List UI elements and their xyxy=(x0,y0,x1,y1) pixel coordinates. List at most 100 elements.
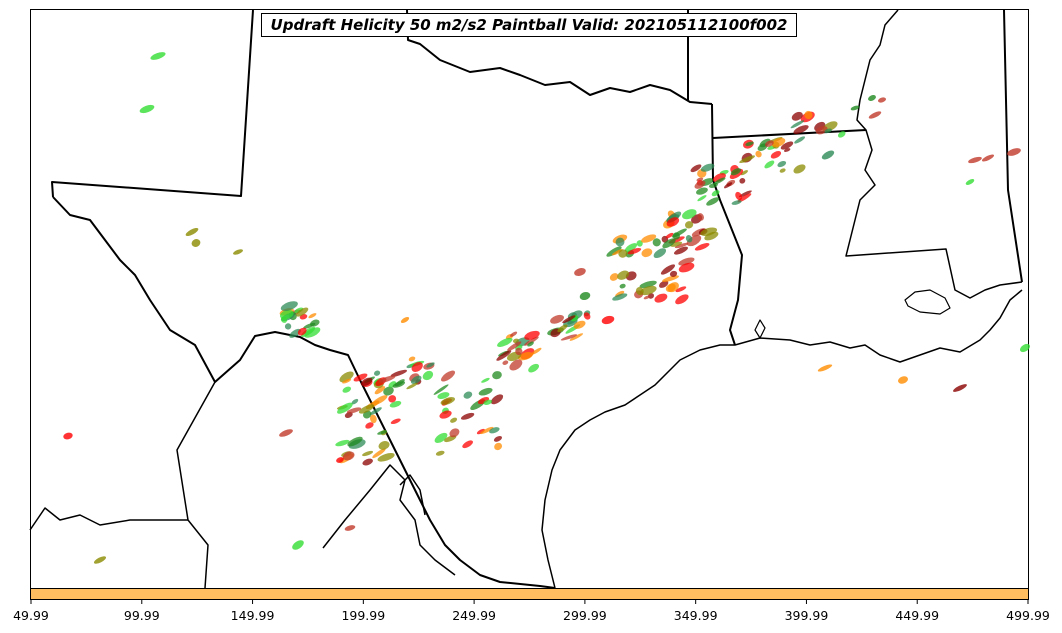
mexico-state-line-2 xyxy=(29,507,188,531)
colorbar-tick-label: 99.99 xyxy=(124,608,160,623)
paintball-blob xyxy=(518,352,533,361)
paintball-blob xyxy=(662,275,679,282)
paintball-blob xyxy=(279,309,294,320)
paintball-blob xyxy=(336,457,344,463)
paintball-blob xyxy=(374,386,386,395)
paintball-blob xyxy=(696,187,708,195)
paintball-blob xyxy=(662,238,676,249)
paintball-blob xyxy=(294,307,304,314)
paintball-blob xyxy=(460,412,475,420)
paintball-blob xyxy=(346,407,362,414)
paintball-blob xyxy=(344,411,353,419)
paintball-blob xyxy=(1007,148,1021,156)
paintball-blob xyxy=(569,333,584,341)
colorbar-tick-label: 499.99 xyxy=(1006,608,1050,623)
paintball-blob xyxy=(280,301,298,311)
paintball-blob xyxy=(440,397,455,406)
paintball-blob xyxy=(462,440,473,449)
paintball-blob xyxy=(388,395,397,403)
paintball-blob xyxy=(509,359,523,371)
paintball-blob xyxy=(606,246,622,257)
paintball-blob xyxy=(408,356,416,362)
paintball-blob xyxy=(494,442,503,451)
paintball-blob xyxy=(531,347,542,355)
colorbar-tick-label: 299.99 xyxy=(563,608,607,623)
paintball-blob xyxy=(400,316,410,324)
paintball-blob xyxy=(297,327,307,336)
paintball-blob xyxy=(515,347,523,356)
paintball-blob xyxy=(426,362,435,368)
paintball-blob xyxy=(233,249,243,255)
paintball-blob xyxy=(740,170,749,176)
paintball-blob xyxy=(310,319,320,327)
paintball-blob xyxy=(433,384,449,395)
paintball-blob xyxy=(573,320,586,329)
paintball-blob xyxy=(279,429,293,437)
paintball-blob xyxy=(562,315,576,324)
colorbar-tick-label: 199.99 xyxy=(341,608,385,623)
paintball-blob xyxy=(791,111,803,121)
paintball-blob xyxy=(342,451,355,461)
paintball-blob xyxy=(653,248,667,259)
paintball-blob xyxy=(342,378,352,384)
paintball-blob xyxy=(191,239,201,247)
paintball-blob xyxy=(793,164,806,174)
paintball-blob xyxy=(335,439,350,447)
paintball-blob xyxy=(737,193,752,203)
paintball-blob xyxy=(373,370,381,376)
paintball-blob xyxy=(365,422,374,429)
paintball-blob xyxy=(362,450,374,457)
paintball-blob xyxy=(764,160,775,169)
paintball-blob xyxy=(369,414,377,424)
paintball-blob xyxy=(817,364,833,372)
paintball-blob xyxy=(369,407,382,416)
paintball-blob xyxy=(378,441,390,450)
paintball-blob xyxy=(377,430,388,435)
paintball-blob xyxy=(612,293,628,301)
paintball-blob xyxy=(627,247,642,255)
paintball-blob xyxy=(793,125,809,134)
paintball-blob xyxy=(583,312,591,320)
paintball-blob xyxy=(660,264,676,275)
paintball-blob xyxy=(609,273,619,281)
paintball-blob xyxy=(777,160,787,168)
paintball-blob xyxy=(640,285,657,296)
paintball-blob xyxy=(665,283,676,293)
paintball-blob xyxy=(493,435,502,442)
paintball-blob xyxy=(678,262,695,273)
paintball-blob xyxy=(439,410,452,419)
coastal-bay xyxy=(754,319,766,339)
paintball-blob xyxy=(850,105,860,111)
paintball-blob xyxy=(308,313,317,319)
paintball-blob xyxy=(821,150,835,160)
paintball-blob xyxy=(685,235,693,243)
paintball-blob xyxy=(641,248,653,258)
paintball-blob xyxy=(490,394,504,405)
paintball-blob xyxy=(780,141,794,150)
paintball-blob xyxy=(636,240,643,247)
colorbar-tick-label: 149.99 xyxy=(231,608,275,623)
paintball-blob xyxy=(641,234,657,243)
mexico-state-line-4 xyxy=(399,474,426,516)
paintball-blob xyxy=(463,391,473,399)
paintball-blob xyxy=(601,315,615,325)
paintball-blob xyxy=(739,178,746,184)
paintball-blob xyxy=(390,418,401,425)
paintball-blob xyxy=(411,361,423,373)
paintball-blob xyxy=(360,377,373,387)
paintball-blob xyxy=(669,270,678,277)
paintball-blob xyxy=(301,326,316,337)
map-frame xyxy=(30,9,1029,589)
paintball-blob xyxy=(450,417,458,423)
paintball-blob xyxy=(745,141,754,146)
paintball-blob xyxy=(496,350,512,361)
paintball-blob xyxy=(510,331,518,337)
paintball-blob xyxy=(675,286,687,293)
ar-la-boundary xyxy=(712,129,867,139)
paintball-blob xyxy=(579,291,591,301)
colorbar-tick-label: 49.99 xyxy=(13,608,49,623)
paintball-blob xyxy=(337,402,353,414)
lake-pontchartrain xyxy=(904,289,951,315)
paintball-blob xyxy=(671,228,687,238)
